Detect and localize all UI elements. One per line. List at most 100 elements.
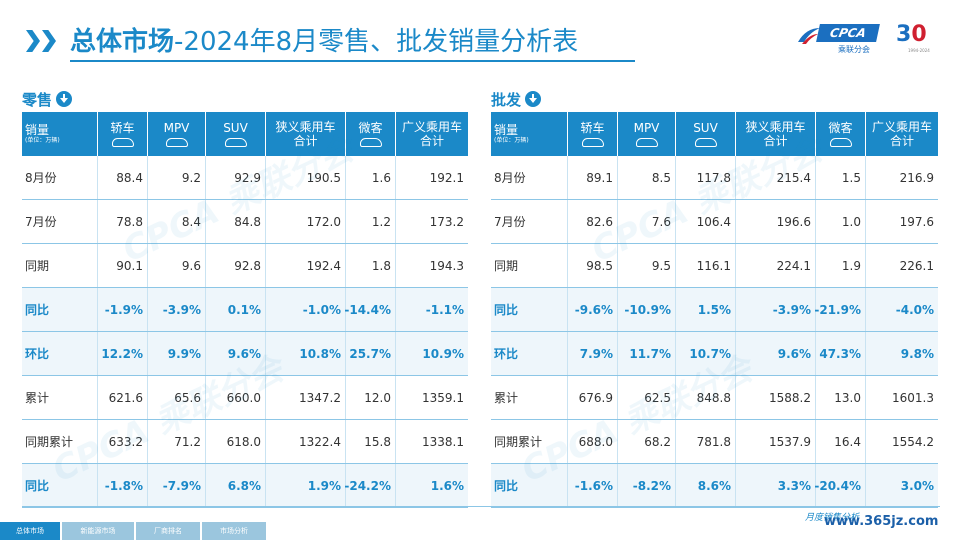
- table-cell: 194.3: [429, 258, 464, 273]
- bottom-tabs: 总体市场 新能源市场 厂商排名 市场分析: [0, 522, 270, 540]
- table-cell: 226.1: [899, 258, 934, 273]
- table-cell: 10.7%: [676, 332, 736, 375]
- car-icon: [165, 138, 188, 147]
- table-cell: -24.2%: [344, 464, 396, 507]
- row-label: 同比: [491, 464, 568, 507]
- logo-years: 1994-2024: [908, 48, 930, 53]
- table-cell: 781.8: [676, 420, 736, 463]
- table-cell: 90.1: [98, 244, 148, 287]
- column-header-label: SUV: [223, 121, 248, 135]
- logo-cn: 乘联分会: [838, 45, 870, 54]
- table-row: 7月份 82.6 7.6 106.4 196.6 1.0 197.6: [491, 200, 938, 244]
- table-cell: 172.0: [266, 200, 346, 243]
- table-cell: 618.0: [206, 420, 266, 463]
- wholesale-label: 批发: [491, 90, 522, 109]
- column-header: MPV: [618, 112, 676, 156]
- row-label: 8月份: [22, 156, 98, 199]
- table-cell: -1.6%: [568, 464, 618, 507]
- logo-anniversary-3: 3: [896, 22, 912, 47]
- table-cell: 660.0: [206, 376, 266, 419]
- tab-nev-market[interactable]: 新能源市场: [62, 522, 134, 540]
- table-cell: 621.6: [98, 376, 148, 419]
- table-cell: 1.5%: [676, 288, 736, 331]
- table-cell: -1.8%: [98, 464, 148, 507]
- table-cell: 84.8: [206, 200, 266, 243]
- table-cell: 3.3%: [736, 464, 816, 507]
- down-arrow-icon: [525, 91, 542, 107]
- table-cell: 1588.2: [736, 376, 816, 419]
- retail-table: 销量 (单位：万辆) 轿车 MPV SUV 狭义乘用车 合计 微客 广义乘用车 合计 8月份 88.…: [22, 112, 468, 508]
- table-cell: 1322.4: [266, 420, 346, 463]
- table-cell: 9.5: [618, 244, 676, 287]
- wing-icon: [798, 28, 820, 44]
- car-icon: [359, 138, 382, 147]
- row-label: 累计: [22, 376, 98, 419]
- table-cell: -8.2%: [618, 464, 676, 507]
- table-cell: -14.4%: [344, 288, 396, 331]
- logo-anniversary-0: 0: [911, 22, 927, 47]
- table-cell: 78.8: [98, 200, 148, 243]
- table-cell: 117.8: [676, 156, 736, 199]
- tab-maker-ranking[interactable]: 厂商排名: [136, 522, 200, 540]
- table-cell: 9.2: [148, 156, 206, 199]
- table-cell: 1601.3: [892, 390, 934, 405]
- column-header-sublabel: 合计: [763, 134, 788, 148]
- table-cell: 1.8: [346, 244, 396, 287]
- column-header-label: 微客: [828, 121, 853, 135]
- table-cell: 13.0: [816, 376, 866, 419]
- unit-header: 销量 (单位：万辆): [22, 112, 98, 156]
- table-cell: 1.9: [816, 244, 866, 287]
- row-label: 8月份: [491, 156, 568, 199]
- retail-panel: 零售 销量 (单位：万辆) 轿车 MPV SUV 狭义乘用车 合计 微客 广义乘用车 合计 8月份…: [22, 86, 468, 508]
- table-row: 同比 -1.9% -3.9% 0.1% -1.0% -14.4% -1.1%: [22, 288, 468, 332]
- table-cell: 6.8%: [206, 464, 266, 507]
- table-cell: 68.2: [618, 420, 676, 463]
- footer-url: www.365jz.com: [824, 514, 939, 529]
- table-row: 累计 621.6 65.6 660.0 1347.2 12.0 1359.1: [22, 376, 468, 420]
- column-header-label: 微客: [358, 121, 383, 135]
- unit-sub-label: (单位：万辆): [25, 137, 60, 144]
- table-cell: 197.6: [899, 214, 934, 229]
- retail-header-row: 销量 (单位：万辆) 轿车 MPV SUV 狭义乘用车 合计 微客 广义乘用车 合计: [22, 112, 468, 156]
- logo-brand: CPCA: [816, 24, 880, 42]
- table-cell: 98.5: [568, 244, 618, 287]
- wholesale-heading: 批发: [491, 86, 938, 112]
- table-cell: 676.9: [568, 376, 618, 419]
- table-row: 环比 7.9% 11.7% 10.7% 9.6% 47.3% 9.8%: [491, 332, 938, 376]
- retail-rows: 8月份 88.4 9.2 92.9 190.5 1.6 192.1 7月份 78.8 8.4 84.…: [22, 156, 468, 508]
- table-cell: -20.4%: [814, 464, 866, 507]
- table-cell: 62.5: [618, 376, 676, 419]
- column-header-label: 轿车: [580, 121, 605, 135]
- bottom-divider: [22, 506, 940, 507]
- tab-market-analysis[interactable]: 市场分析: [202, 522, 266, 540]
- title-chevron-icon: [26, 30, 58, 52]
- table-cell: 688.0: [568, 420, 618, 463]
- table-cell: -9.6%: [568, 288, 618, 331]
- table-cell: 192.1: [429, 170, 464, 185]
- unit-header: 销量 (单位：万辆): [491, 112, 568, 156]
- table-row: 8月份 89.1 8.5 117.8 215.4 1.5 216.9: [491, 156, 938, 200]
- tab-overall-market[interactable]: 总体市场: [0, 522, 60, 540]
- table-cell: 47.3%: [816, 332, 866, 375]
- table-cell: -1.0%: [266, 288, 346, 331]
- table-cell: 1.5: [816, 156, 866, 199]
- retail-label: 零售: [22, 90, 53, 109]
- row-label: 同期: [22, 244, 98, 287]
- table-row: 同比 -9.6% -10.9% 1.5% -3.9% -21.9% -4.0%: [491, 288, 938, 332]
- column-header: 狭义乘用车 合计: [266, 112, 346, 156]
- table-cell: 116.1: [676, 244, 736, 287]
- retail-heading: 零售: [22, 86, 468, 112]
- table-cell: 8.4: [148, 200, 206, 243]
- column-header-sublabel: 合计: [419, 134, 444, 148]
- table-cell: 9.8%: [900, 346, 934, 361]
- table-cell: 12.0: [346, 376, 396, 419]
- column-header-sublabel: 合计: [293, 134, 318, 148]
- unit-label: 销量: [25, 123, 50, 137]
- table-row: 7月份 78.8 8.4 84.8 172.0 1.2 173.2: [22, 200, 468, 244]
- table-row: 同期 90.1 9.6 92.8 192.4 1.8 194.3: [22, 244, 468, 288]
- table-cell: 1347.2: [266, 376, 346, 419]
- table-cell: 71.2: [148, 420, 206, 463]
- table-cell: 1.9%: [266, 464, 346, 507]
- table-cell: 15.8: [346, 420, 396, 463]
- car-icon: [581, 138, 604, 147]
